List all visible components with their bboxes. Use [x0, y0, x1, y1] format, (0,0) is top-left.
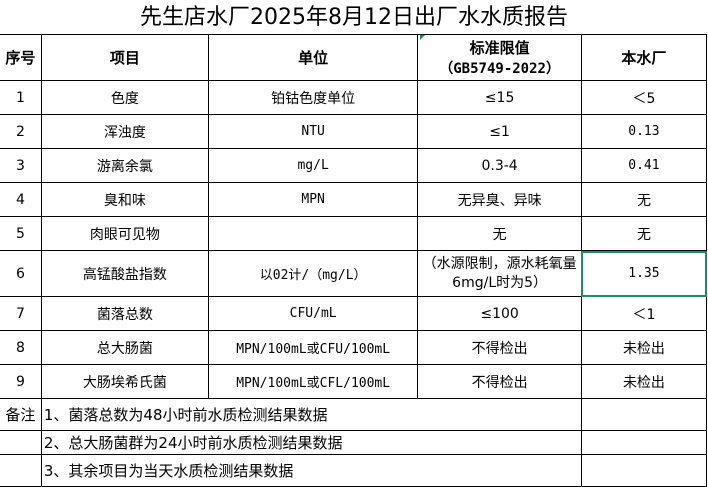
header-plant[interactable]: 本水厂 [580, 34, 708, 81]
value-cell[interactable]: 1.35 [580, 250, 708, 297]
table-row: 5 肉眼可见物 无无 [0, 216, 708, 251]
row-number-cell[interactable]: 6 [0, 250, 42, 297]
limit-cell[interactable]: 无异臭、异味 [417, 182, 582, 217]
note-line[interactable]: 2、总大肠菌群为24小时前水质检测结果数据 [40, 430, 582, 455]
unit-cell[interactable]: MPN/100mL或CFL/100mL [207, 364, 419, 399]
table-row: 6 高锰酸盐指数 以02计/（mg/L） （水源限制，源水耗氧量6mg/L时为5） 1.… [0, 250, 708, 297]
header-row: 序号 项目 单位 标准限值 （GB5749-2022） 本水厂 [0, 34, 708, 81]
unit-cell[interactable]: mg/L [207, 148, 419, 183]
header-unit[interactable]: 单位 [207, 34, 419, 81]
unit-cell[interactable]: 以02计/（mg/L） [207, 250, 419, 297]
limit-cell[interactable]: 0.3-4 [417, 148, 582, 183]
item-cell[interactable]: 游离余氯 [40, 148, 209, 183]
limit-cell[interactable]: 不得检出 [417, 364, 582, 399]
header-no[interactable]: 序号 [0, 34, 42, 81]
header-limit[interactable]: 标准限值 （GB5749-2022） [417, 34, 582, 81]
limit-cell[interactable]: ≤1 [417, 114, 582, 149]
value-cell[interactable]: 0.13 [580, 114, 708, 149]
item-cell[interactable]: 色度 [40, 80, 209, 115]
note-row: 2、总大肠菌群为24小时前水质检测结果数据 [0, 430, 708, 455]
table-row: 3 游离余氯 mg/L 0.3-4 0.41 [0, 148, 708, 183]
item-cell[interactable]: 总大肠菌 [40, 330, 209, 365]
header-item[interactable]: 项目 [40, 34, 209, 81]
table-row: 4 臭和味 MPN 无异臭、异味无 [0, 182, 708, 217]
row-number-cell[interactable]: 8 [0, 330, 42, 365]
unit-cell[interactable] [207, 216, 419, 251]
header-limit-line1: 标准限值 [469, 39, 530, 57]
limit-cell[interactable]: 无 [417, 216, 582, 251]
row-number-cell[interactable]: 5 [0, 216, 42, 251]
unit-cell[interactable]: NTU [207, 114, 419, 149]
limit-cell[interactable]: ≤15 [417, 80, 582, 115]
value-cell[interactable]: 无 [580, 216, 708, 251]
unit-cell[interactable]: CFU/mL [207, 296, 419, 331]
table-row: 2 浑浊度 NTU ≤1 0.13 [0, 114, 708, 149]
unit-cell[interactable]: 铂钴色度单位 [207, 80, 419, 115]
row-number-cell[interactable]: 4 [0, 182, 42, 217]
empty-cell[interactable] [0, 430, 42, 455]
item-cell[interactable]: 臭和味 [40, 182, 209, 217]
water-quality-table: 序号 项目 单位 标准限值 （GB5749-2022） 本水厂 1 色度 铂钴色度单位… [0, 34, 708, 487]
item-cell[interactable]: 大肠埃希氏菌 [40, 364, 209, 399]
note-line[interactable]: 1、菌落总数为48小时前水质检测结果数据 [40, 398, 582, 431]
table-row: 9 大肠埃希氏菌 MPN/100mL或CFL/100mL 不得检出 未检出 [0, 364, 708, 399]
value-cell[interactable]: ＜5 [580, 80, 708, 115]
note-row: 备注 1、菌落总数为48小时前水质检测结果数据 [0, 398, 708, 431]
limit-cell[interactable]: 不得检出 [417, 330, 582, 365]
value-cell[interactable]: 未检出 [580, 364, 708, 399]
notes-label[interactable]: 备注 [0, 398, 42, 431]
value-cell[interactable]: 无 [580, 182, 708, 217]
table-row: 1 色度 铂钴色度单位 ≤15 ＜5 [0, 80, 708, 115]
item-cell[interactable]: 肉眼可见物 [40, 216, 209, 251]
table-row: 7 菌落总数 CFU/mL ≤100 ＜1 [0, 296, 708, 331]
header-limit-line2: （GB5749-2022） [439, 61, 560, 77]
report-title[interactable]: 先生店水厂2025年8月12日出厂水水质报告 [140, 5, 568, 30]
value-cell[interactable]: ＜1 [580, 296, 708, 331]
row-number-cell[interactable]: 7 [0, 296, 42, 331]
unit-cell[interactable]: MPN [207, 182, 419, 217]
row-number-cell[interactable]: 1 [0, 80, 42, 115]
value-cell[interactable]: 0.41 [580, 148, 708, 183]
empty-cell[interactable] [580, 430, 708, 455]
unit-cell[interactable]: MPN/100mL或CFU/100mL [207, 330, 419, 365]
item-cell[interactable]: 浑浊度 [40, 114, 209, 149]
row-number-cell[interactable]: 9 [0, 364, 42, 399]
value-cell[interactable]: 未检出 [580, 330, 708, 365]
empty-cell[interactable] [580, 398, 708, 431]
item-cell[interactable]: 菌落总数 [40, 296, 209, 331]
limit-cell[interactable]: （水源限制，源水耗氧量6mg/L时为5） [417, 250, 582, 297]
table-row: 8 总大肠菌 MPN/100mL或CFU/100mL 不得检出 未检出 [0, 330, 708, 365]
limit-cell[interactable]: ≤100 [417, 296, 582, 331]
item-cell[interactable]: 高锰酸盐指数 [40, 250, 209, 297]
row-number-cell[interactable]: 2 [0, 114, 42, 149]
row-number-cell[interactable]: 3 [0, 148, 42, 183]
